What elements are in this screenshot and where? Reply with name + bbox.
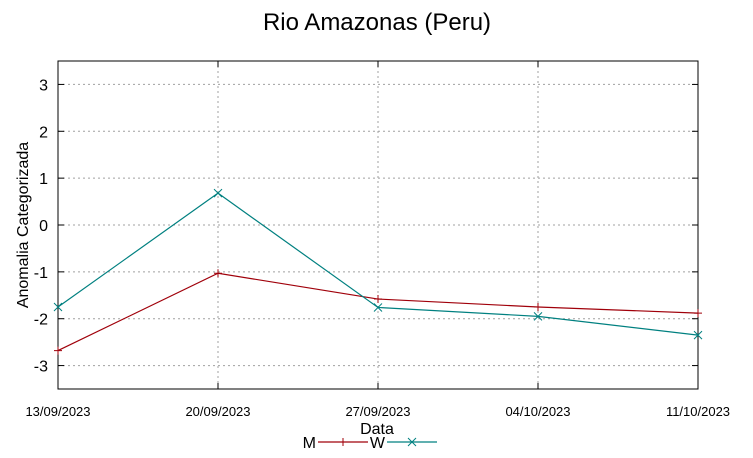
y-tick-label: 1 (39, 171, 48, 188)
legend-label: M (303, 435, 316, 452)
data-point (339, 438, 347, 446)
y-axis-label: Anomalia Categorizada (15, 142, 32, 308)
x-tick-label: 20/09/2023 (185, 404, 250, 419)
series-M (54, 269, 702, 355)
data-point (53, 302, 63, 312)
grid (58, 61, 698, 389)
data-point (54, 346, 62, 355)
data-point (694, 309, 702, 318)
series-line-W (57, 192, 699, 336)
data-point (214, 269, 222, 278)
y-tick-label: -2 (34, 312, 48, 329)
x-tick-label: 13/09/2023 (25, 404, 90, 419)
data-point (407, 437, 417, 447)
legend-label: W (370, 435, 386, 452)
x-axis: 13/09/2023 20/09/2023 27/09/2023 04/10/2023… (25, 61, 730, 419)
y-tick-label: 0 (39, 218, 48, 235)
y-axis: -3 -2 -1 0 1 2 3 (34, 77, 698, 376)
y-tick-label: 2 (39, 124, 48, 141)
x-tick-label: 04/10/2023 (505, 404, 570, 419)
y-tick-label: 3 (39, 77, 48, 94)
data-point (533, 312, 543, 321)
data-point (213, 188, 223, 198)
data-point (373, 303, 383, 312)
y-tick-label: -1 (34, 265, 48, 282)
x-axis-label: Data (360, 421, 394, 438)
data-point (534, 303, 542, 311)
x-tick-label: 11/10/2023 (666, 404, 730, 419)
x-tick-label: 27/09/2023 (345, 404, 410, 419)
data-point (374, 295, 382, 304)
chart-title: Rio Amazonas (Peru) (263, 9, 491, 36)
series-group (53, 188, 703, 355)
data-point (693, 330, 703, 340)
y-tick-label: -3 (34, 359, 48, 376)
series-W (53, 188, 703, 340)
